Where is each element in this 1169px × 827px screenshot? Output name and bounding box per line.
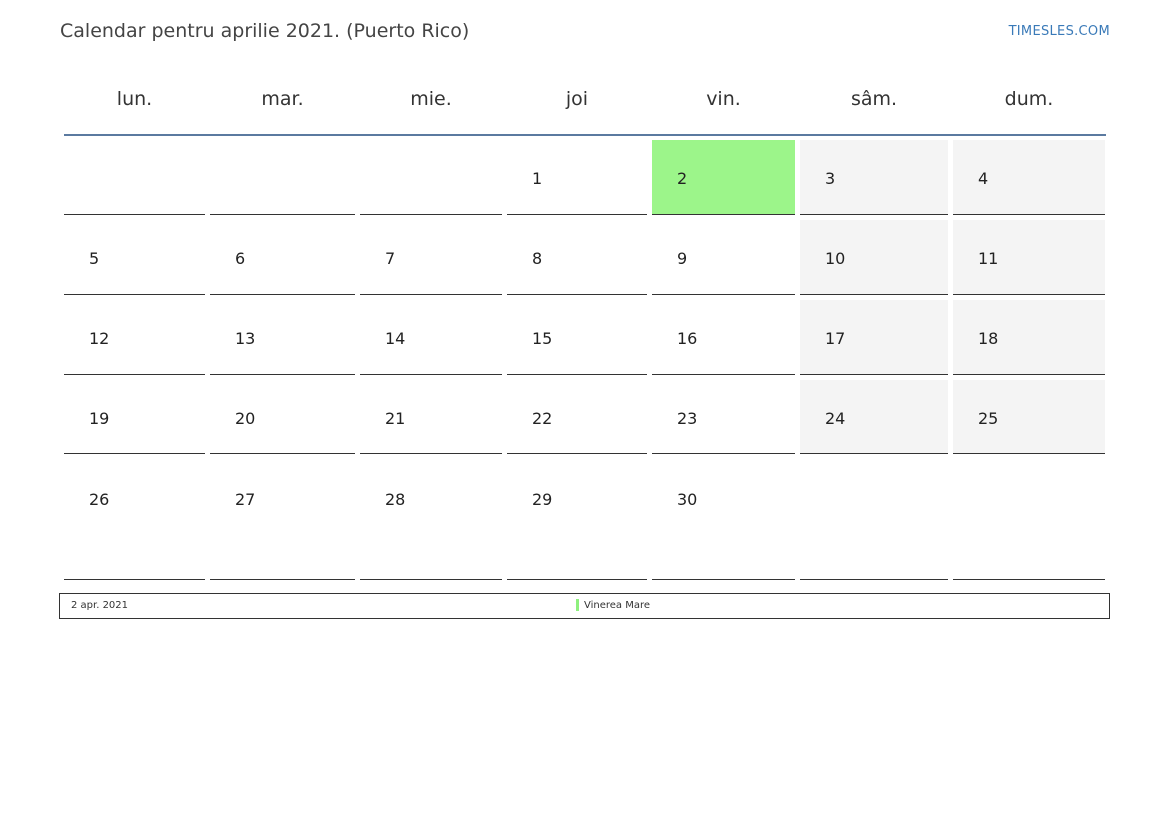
day-number: 5 <box>89 249 100 268</box>
weekday-label: joi <box>565 88 589 110</box>
day-number: 7 <box>385 249 396 268</box>
day-number: 19 <box>89 409 110 428</box>
weekday-label: mie. <box>410 88 452 110</box>
day-cell: 13 <box>210 300 355 375</box>
day-cell: 29 <box>507 460 647 580</box>
day-number: 4 <box>978 169 989 188</box>
day-cell: 1 <box>507 140 647 215</box>
day-cell: 15 <box>507 300 647 375</box>
legend-date: 2 apr. 2021 <box>71 600 129 611</box>
day-cell: 27 <box>210 460 355 580</box>
site-link[interactable]: TIMESLES.COM <box>1008 24 1110 39</box>
day-cell: 18 <box>953 300 1105 375</box>
day-number: 30 <box>677 490 698 509</box>
day-cell <box>360 140 502 215</box>
day-cell: 24 <box>800 380 948 454</box>
weekday-header-row: lun. mar. mie. joi vin. sâm. dum. <box>64 78 1106 136</box>
day-cell: 21 <box>360 380 502 454</box>
day-cell: 12 <box>64 300 205 375</box>
day-cell: 6 <box>210 220 355 295</box>
day-cell: 28 <box>360 460 502 580</box>
day-number: 11 <box>978 249 999 268</box>
day-cell: 4 <box>953 140 1105 215</box>
day-number: 22 <box>532 409 553 428</box>
day-number: 14 <box>385 329 406 348</box>
legend-holiday-name: Vinerea Mare <box>584 600 651 611</box>
legend-color-marker <box>576 599 579 611</box>
day-number: 21 <box>385 409 406 428</box>
day-number: 8 <box>532 249 543 268</box>
day-cell: 20 <box>210 380 355 454</box>
day-cell: 30 <box>652 460 795 580</box>
day-cell <box>64 140 205 215</box>
day-number: 18 <box>978 329 999 348</box>
day-cell: 3 <box>800 140 948 215</box>
day-cell <box>210 140 355 215</box>
weekday-label: dum. <box>1004 88 1054 110</box>
day-cell: 22 <box>507 380 647 454</box>
day-number: 17 <box>825 329 846 348</box>
day-cell: 23 <box>652 380 795 454</box>
day-cell <box>953 460 1105 580</box>
day-number: 6 <box>235 249 246 268</box>
day-cell: 25 <box>953 380 1105 454</box>
day-cell: 14 <box>360 300 502 375</box>
holiday-legend: 2 apr. 2021 Vinerea Mare <box>59 593 1110 619</box>
days-grid: 1 2 3 4 5 6 7 8 9 10 11 12 13 14 15 16 17 18 19 20 21 22 23 24 2… <box>64 136 1106 581</box>
day-number: 25 <box>978 409 999 428</box>
day-number: 23 <box>677 409 698 428</box>
day-cell <box>800 460 948 580</box>
day-number: 3 <box>825 169 836 188</box>
day-number: 2 <box>677 169 688 188</box>
day-cell: 10 <box>800 220 948 295</box>
weekday-label: sâm. <box>850 88 898 110</box>
day-cell: 16 <box>652 300 795 375</box>
day-number: 9 <box>677 249 688 268</box>
day-number: 26 <box>89 490 110 509</box>
day-cell: 26 <box>64 460 205 580</box>
day-number: 10 <box>825 249 846 268</box>
day-number: 1 <box>532 169 543 188</box>
day-number: 13 <box>235 329 256 348</box>
day-number: 28 <box>385 490 406 509</box>
day-number: 12 <box>89 329 110 348</box>
day-cell: 7 <box>360 220 502 295</box>
weekday-label: mar. <box>261 88 304 110</box>
day-number: 15 <box>532 329 553 348</box>
day-cell: 9 <box>652 220 795 295</box>
day-cell: 11 <box>953 220 1105 295</box>
day-number: 29 <box>532 490 553 509</box>
day-cell: 8 <box>507 220 647 295</box>
day-number: 20 <box>235 409 256 428</box>
day-number: 27 <box>235 490 256 509</box>
day-number: 24 <box>825 409 846 428</box>
calendar-grid: lun. mar. mie. joi vin. sâm. dum. 1 2 3 4 5 6 7 8 9 10 1… <box>64 78 1106 581</box>
day-cell: 2 <box>652 140 795 215</box>
day-cell: 5 <box>64 220 205 295</box>
day-cell: 17 <box>800 300 948 375</box>
calendar-title: Calendar pentru aprilie 2021. (Puerto Ri… <box>60 20 470 42</box>
weekday-label: lun. <box>116 88 153 110</box>
weekday-label: vin. <box>706 88 741 110</box>
day-number: 16 <box>677 329 698 348</box>
day-cell: 19 <box>64 380 205 454</box>
